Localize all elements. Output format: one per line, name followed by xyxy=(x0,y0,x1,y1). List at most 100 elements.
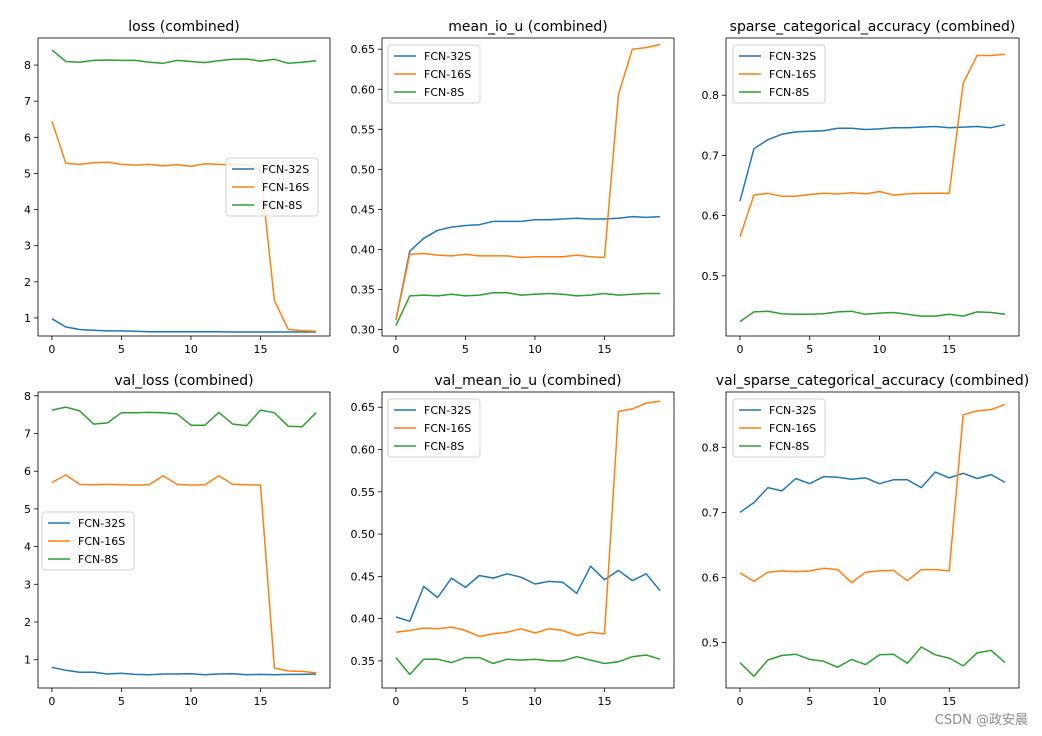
x-tick-label: 0 xyxy=(48,343,55,356)
series-line-fcn-8s xyxy=(739,310,1006,323)
subplot-2: mean_io_u (combined) 0 5 10 15 0.30 0.35 0.40 0.… xyxy=(351,19,675,356)
y-tick-label: 6 xyxy=(24,465,31,478)
subplot-3: sparse_categorical_accuracy (combined) 0 5… xyxy=(702,19,1020,356)
y-tick-label: 0.65 xyxy=(351,401,376,414)
legend-label: FCN-16S xyxy=(424,68,471,81)
x-tick-label: 10 xyxy=(528,695,542,708)
series-line-fcn-16s xyxy=(51,474,317,674)
y-tick-label: 0.60 xyxy=(351,83,376,96)
subplot-title: mean_io_u (combined) xyxy=(448,19,607,35)
series-line-fcn-32s xyxy=(395,565,661,622)
series-line-fcn-32s xyxy=(739,471,1006,514)
legend-label: FCN-8S xyxy=(262,199,302,212)
y-tick-label: 0.50 xyxy=(351,528,376,541)
x-tick-label: 5 xyxy=(462,695,469,708)
axes-frame xyxy=(381,391,675,689)
legend-box xyxy=(41,511,135,571)
x-tick-label: 5 xyxy=(806,695,813,708)
x-tick-label: 10 xyxy=(184,695,198,708)
series-line-fcn-8s xyxy=(395,291,661,326)
legend-label: FCN-16S xyxy=(769,422,816,435)
y-tick-label: 1 xyxy=(24,312,31,325)
x-tick-label: 0 xyxy=(392,695,399,708)
series-line-fcn-16s xyxy=(51,120,317,333)
y-tick-label: 0.55 xyxy=(351,486,376,499)
y-tick-label: 2 xyxy=(24,616,31,629)
x-tick-label: 15 xyxy=(597,343,611,356)
legend-label: FCN-32S xyxy=(262,163,309,176)
axes-frame xyxy=(37,391,331,689)
subplot-4: val_loss (combined) 0 5 10 15 1 2 3 4 5 6 7 8 FCN-32S… xyxy=(24,373,331,708)
legend-label: FCN-8S xyxy=(769,440,809,453)
y-tick-label: 0.50 xyxy=(351,163,376,176)
legend: FCN-32S FCN-16S FCN-8S xyxy=(732,44,826,104)
y-tick-label: 8 xyxy=(24,390,31,403)
legend-box xyxy=(732,44,826,104)
series-line-fcn-8s xyxy=(395,654,661,676)
y-tick-label: 0.6 xyxy=(702,571,720,584)
y-tick-label: 3 xyxy=(24,240,31,253)
x-tick-label: 5 xyxy=(806,343,813,356)
y-tick-label: 0.7 xyxy=(702,506,720,519)
legend-label: FCN-32S xyxy=(769,404,816,417)
series-line-fcn-32s xyxy=(51,318,317,333)
subplot-title: val_loss (combined) xyxy=(114,373,253,389)
x-tick-label: 15 xyxy=(597,695,611,708)
y-tick-label: 7 xyxy=(24,95,31,108)
series-line-fcn-16s xyxy=(739,403,1006,584)
x-tick-label: 15 xyxy=(253,343,267,356)
y-tick-label: 0.40 xyxy=(351,243,376,256)
y-tick-label: 0.45 xyxy=(351,203,376,216)
y-tick-label: 0.65 xyxy=(351,43,376,56)
y-tick-label: 7 xyxy=(24,427,31,440)
y-tick-label: 0.8 xyxy=(702,441,720,454)
x-tick-label: 10 xyxy=(872,343,886,356)
x-tick-label: 10 xyxy=(528,343,542,356)
legend: FCN-32S FCN-16S FCN-8S xyxy=(225,157,319,217)
subplot-6: val_sparse_categorical_accuracy (combine… xyxy=(702,373,1030,708)
legend-box xyxy=(225,157,319,217)
legend-label: FCN-8S xyxy=(424,86,464,99)
y-tick-label: 1 xyxy=(24,654,31,667)
axes-frame xyxy=(381,37,675,337)
axes-frame xyxy=(725,391,1020,689)
legend-label: FCN-8S xyxy=(78,553,118,566)
x-tick-label: 5 xyxy=(118,343,125,356)
y-tick-label: 0.35 xyxy=(351,284,376,297)
series-line-fcn-32s xyxy=(739,123,1006,202)
x-tick-label: 15 xyxy=(942,695,956,708)
legend-label: FCN-32S xyxy=(78,517,125,530)
legend-label: FCN-16S xyxy=(769,68,816,81)
watermark-text: CSDN @政安晨 xyxy=(934,713,1028,728)
y-tick-label: 0.5 xyxy=(702,636,720,649)
legend-label: FCN-8S xyxy=(769,86,809,99)
y-tick-label: 0.40 xyxy=(351,613,376,626)
subplot-1: loss (combined)0 5 10 1512345678FCN-32SFCN-… xyxy=(24,19,331,356)
x-tick-label: 5 xyxy=(462,343,469,356)
series-line-fcn-16s xyxy=(739,53,1006,237)
y-tick-label: 6 xyxy=(24,131,31,144)
series-line-fcn-32s xyxy=(395,215,661,321)
series-line-fcn-8s xyxy=(51,406,317,428)
legend-box xyxy=(387,398,481,458)
subplot-5: val_mean_io_u (combined) 0 5 10 15 0.35 0.40 0.… xyxy=(351,373,675,708)
x-tick-label: 15 xyxy=(942,343,956,356)
legend-label: FCN-16S xyxy=(262,181,309,194)
x-tick-label: 0 xyxy=(736,343,743,356)
x-tick-label: 15 xyxy=(253,695,267,708)
legend-label: FCN-32S xyxy=(769,50,816,63)
x-tick-label: 5 xyxy=(118,695,125,708)
legend: FCN-32S FCN-16S FCN-8S xyxy=(732,398,826,458)
y-tick-label: 2 xyxy=(24,276,31,289)
y-tick-label: 0.35 xyxy=(351,655,376,668)
subplot-title: val_sparse_categorical_accuracy (combine… xyxy=(716,373,1029,389)
legend-label: FCN-32S xyxy=(424,50,471,63)
series-line-fcn-8s xyxy=(739,646,1006,678)
legend: FCN-32S FCN-16S FCN-8S xyxy=(387,44,481,104)
subplot-title: val_mean_io_u (combined) xyxy=(434,373,621,389)
axes-frame xyxy=(725,37,1020,337)
y-tick-label: 4 xyxy=(24,204,31,217)
x-tick-label: 0 xyxy=(48,695,55,708)
legend-label: FCN-32S xyxy=(424,404,471,417)
subplot-title: sparse_categorical_accuracy (combined) xyxy=(730,19,1016,35)
